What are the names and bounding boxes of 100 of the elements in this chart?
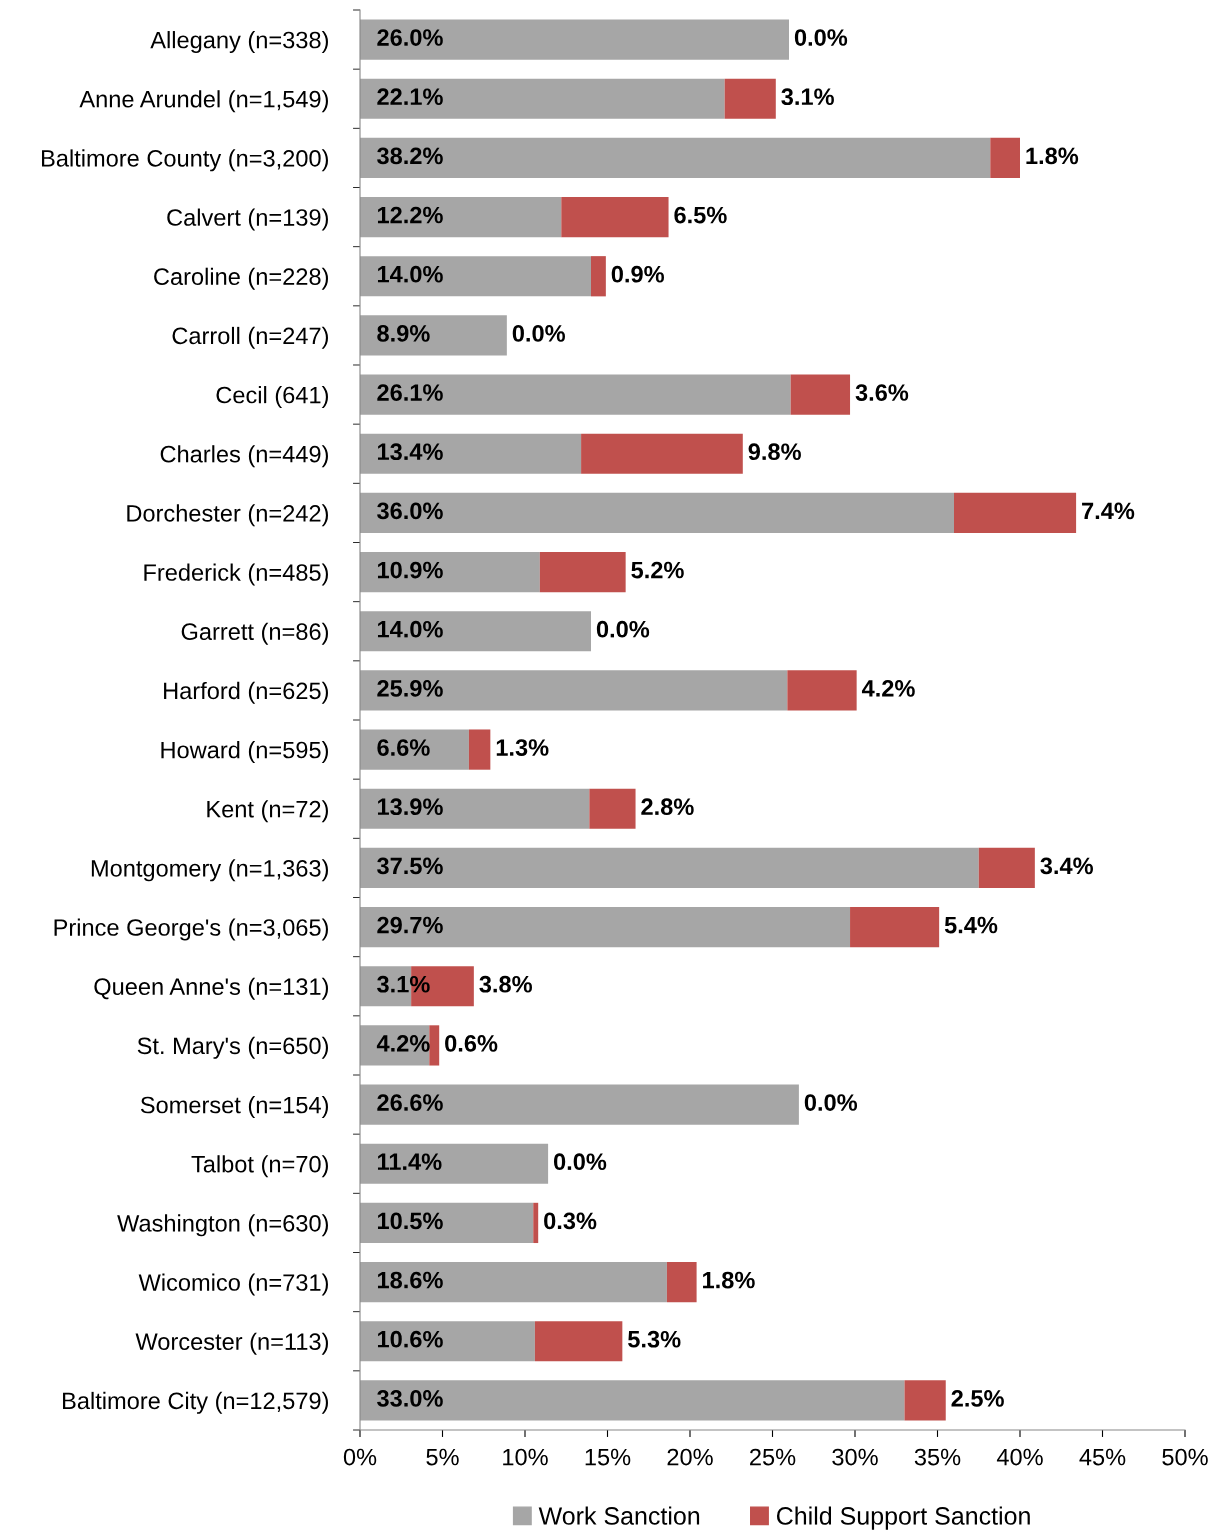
bar: [360, 1143, 549, 1184]
bar: [724, 78, 776, 119]
bar: [360, 19, 789, 60]
y-tick-label: Baltimore County (n=3,200): [42, 149, 328, 172]
x-tick-label: 35%: [914, 1448, 961, 1466]
bar: [360, 729, 469, 770]
data-label: 1.8%: [703, 1271, 755, 1289]
bar: [360, 1321, 535, 1362]
bar: [360, 1261, 667, 1303]
bar: [360, 492, 954, 534]
x-tick-label: 15%: [585, 1448, 631, 1466]
data-label: 9.8%: [748, 443, 801, 461]
data-label: 0.9%: [611, 265, 664, 283]
bar: [904, 1380, 946, 1421]
bar: [360, 551, 540, 593]
bar: [787, 670, 857, 711]
x-tick-label: 0%: [343, 1448, 377, 1466]
data-label: 0.6%: [445, 1035, 498, 1052]
bar: [360, 315, 507, 356]
x-tick-label: 50%: [1162, 1448, 1208, 1466]
data-label: 10.6%: [377, 1330, 443, 1348]
data-label: 37.5%: [377, 857, 443, 875]
bar: [360, 788, 590, 829]
bar: [360, 670, 788, 711]
data-label: 0.0%: [804, 1094, 858, 1111]
y-tick-label: Kent (n=72): [207, 800, 328, 823]
y-tick-label: Wicomico (n=731): [138, 1273, 328, 1296]
legend-label: Work Sanction: [538, 1506, 700, 1525]
data-label: 26.6%: [377, 1094, 443, 1111]
data-label: 0.0%: [553, 1153, 607, 1171]
data-label: 18.6%: [377, 1271, 443, 1289]
data-label: 5.4%: [944, 916, 998, 934]
bar: [850, 906, 940, 948]
y-tick-label: Baltimore City (n=12,579): [63, 1391, 328, 1414]
data-label: 13.9%: [377, 798, 443, 816]
data-label: 0.3%: [544, 1212, 597, 1230]
data-label: 1.3%: [496, 739, 549, 756]
data-label: 3.1%: [781, 88, 834, 106]
bar: [360, 78, 725, 119]
bar: [990, 137, 1020, 179]
bar: [666, 1261, 697, 1303]
bar: [360, 1084, 799, 1125]
y-tick-label: Queen Anne's (n=131): [94, 977, 328, 1000]
data-label: 38.2%: [377, 147, 443, 165]
data-label: 0.0%: [512, 325, 565, 342]
y-tick-label: Somerset (n=154): [140, 1096, 328, 1119]
data-label: 25.9%: [377, 680, 443, 697]
y-tick-label: Carroll (n=247): [172, 326, 328, 349]
data-label: 7.4%: [1082, 502, 1135, 520]
data-label: 22.1%: [377, 88, 443, 106]
data-label: 26.1%: [377, 384, 443, 401]
y-tick-label: Prince George's (n=3,065): [54, 918, 328, 941]
y-tick-label: Montgomery (n=1,363): [91, 859, 328, 882]
data-label: 8.9%: [377, 325, 430, 342]
bar: [360, 1380, 905, 1421]
bar: [581, 433, 743, 474]
data-label: 5.2%: [631, 561, 684, 579]
data-label: 14.0%: [377, 265, 443, 283]
legend-label: Child Support Sanction: [776, 1506, 1030, 1530]
data-label: 3.4%: [1040, 857, 1093, 875]
y-tick-label: Worcester (n=113): [135, 1332, 328, 1355]
data-label: 36.0%: [377, 502, 443, 520]
x-tick-label: 30%: [832, 1448, 878, 1466]
data-label: 0.0%: [596, 620, 650, 638]
y-tick-label: Talbot (n=70): [191, 1155, 328, 1178]
bar: [533, 1202, 539, 1244]
y-tick-label: Howard (n=595): [161, 741, 328, 764]
y-tick-label: Anne Arundel (n=1,549): [79, 90, 328, 113]
y-tick-label: Dorchester (n=242): [127, 504, 328, 527]
data-label: 10.9%: [377, 561, 443, 579]
y-tick-label: Frederick (n=485): [144, 563, 328, 586]
data-label: 5.3%: [628, 1330, 681, 1348]
y-tick-label: Cecil (641): [216, 386, 328, 409]
data-label: 13.4%: [377, 443, 443, 461]
bar: [561, 196, 669, 238]
x-tick-label: 5%: [426, 1448, 459, 1466]
y-tick-label: Harford (n=625): [164, 681, 328, 704]
bar: [360, 847, 979, 889]
data-label: 3.1%: [377, 975, 430, 993]
bar: [360, 137, 991, 179]
data-label: 1.8%: [1026, 147, 1079, 165]
bar: [591, 256, 606, 297]
data-label: 6.6%: [377, 739, 430, 756]
data-label: 3.8%: [479, 975, 532, 993]
y-tick-label: Caroline (n=228): [154, 267, 328, 290]
data-label: 4.2%: [861, 680, 915, 697]
data-label: 2.8%: [641, 798, 694, 816]
data-label: 26.0%: [377, 29, 443, 46]
x-tick-label: 25%: [750, 1448, 796, 1466]
bar: [360, 611, 591, 652]
bar: [534, 1321, 623, 1362]
bar: [360, 374, 791, 415]
y-tick-label: Washington (n=630): [117, 1214, 328, 1237]
y-tick-label: Calvert (n=139): [167, 208, 328, 231]
x-tick-label: 45%: [1079, 1448, 1126, 1466]
x-tick-label: 20%: [667, 1448, 713, 1466]
y-tick-label: Garrett (n=86): [181, 622, 328, 645]
bar: [360, 433, 582, 474]
bar: [954, 492, 1077, 534]
x-tick-label: 40%: [996, 1448, 1043, 1466]
